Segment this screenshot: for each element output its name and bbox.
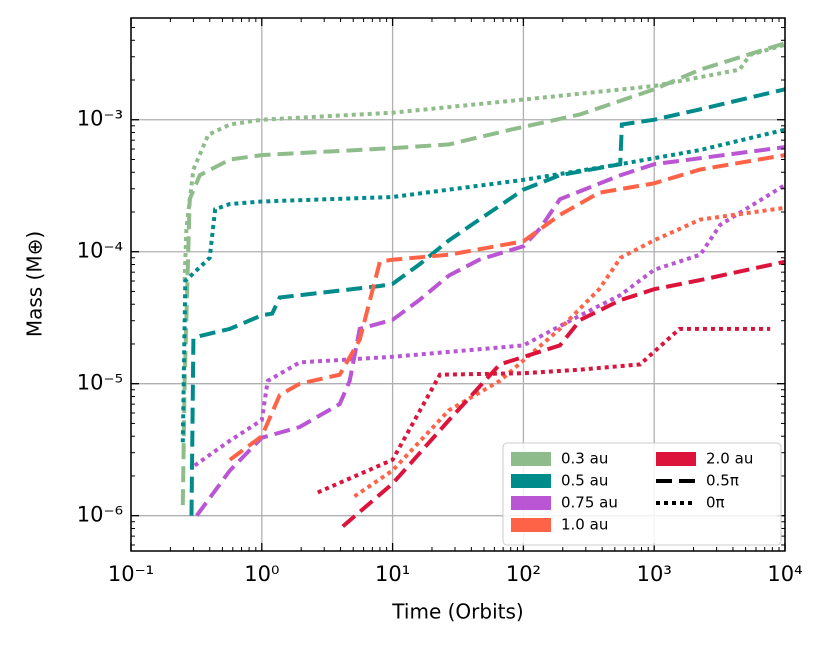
ticks: 10⁻¹ 10⁰ 10¹ 10² 10³ 10⁴ 10⁻⁶ 10⁻⁵ 10⁻⁴ 10⁻³ — [77, 18, 803, 586]
legend-label: 1.0 au — [561, 516, 608, 534]
x-tick-label: 10¹ — [375, 562, 410, 586]
x-tick-label: 10⁻¹ — [108, 562, 154, 586]
series-line — [195, 145, 785, 517]
legend-swatch — [511, 496, 551, 510]
series-line — [189, 87, 785, 516]
x-axis-label: Time (Orbits) — [391, 600, 523, 624]
legend-label: 0.75 au — [561, 494, 618, 512]
y-tick-label: 10⁻³ — [77, 107, 123, 131]
legend: 0.3 au 0.5 au 0.75 au 1.0 au 2.0 au 0.5π 0π — [502, 442, 782, 546]
legend-swatch — [511, 518, 551, 532]
y-tick-label: 10⁻⁴ — [77, 239, 123, 263]
x-tick-label: 10⁴ — [767, 562, 802, 586]
y-tick-label: 10⁻⁵ — [77, 371, 123, 395]
series-line — [317, 326, 771, 495]
legend-swatch — [511, 452, 551, 466]
legend-label: 0π — [706, 494, 725, 512]
series-line — [182, 42, 785, 282]
plot-frame — [130, 17, 786, 552]
x-tick-label: 10³ — [637, 562, 672, 586]
x-tick-label: 10² — [506, 562, 541, 586]
legend-box — [502, 442, 782, 546]
legend-swatch — [511, 474, 551, 488]
series-line — [180, 127, 785, 443]
y-axis-label: Mass (M⊕) — [23, 231, 47, 337]
y-tick-label: 10⁻⁶ — [77, 503, 123, 527]
legend-swatch — [656, 452, 696, 466]
series-line — [193, 183, 785, 468]
legend-label: 0.3 au — [561, 450, 608, 468]
x-tick-label: 10⁰ — [244, 562, 279, 586]
legend-label: 0.5π — [706, 472, 739, 490]
series-line — [228, 153, 785, 462]
series-line — [341, 259, 785, 528]
lines — [180, 41, 785, 528]
legend-label: 0.5 au — [561, 472, 608, 490]
legend-label: 2.0 au — [706, 450, 753, 468]
